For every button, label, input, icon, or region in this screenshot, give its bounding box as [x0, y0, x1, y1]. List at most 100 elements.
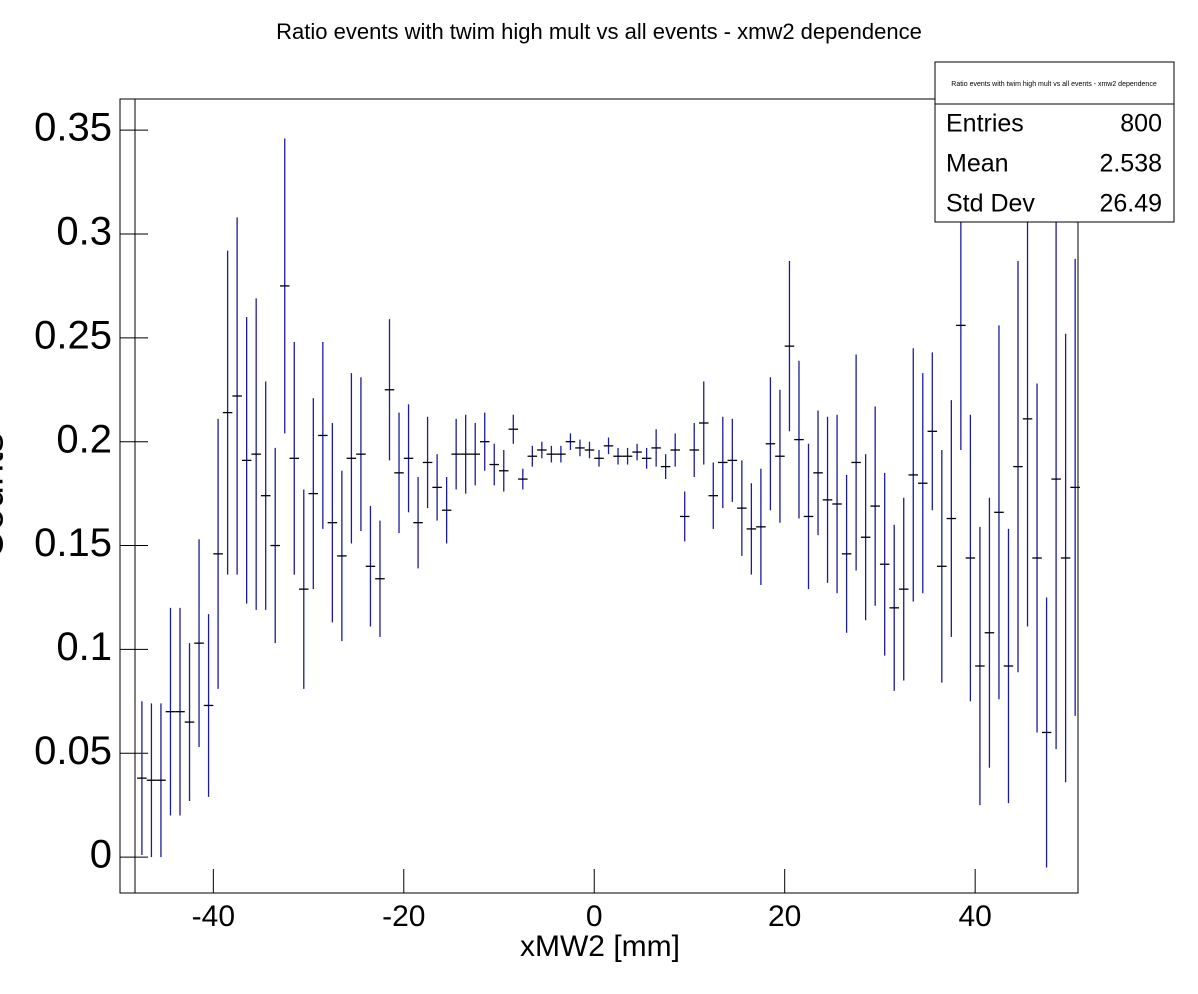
error-point — [822, 416, 833, 583]
error-point — [546, 445, 557, 463]
error-point — [213, 418, 223, 689]
error-point — [270, 447, 280, 644]
stats-label: Entries — [946, 110, 1024, 138]
error-point — [165, 607, 176, 816]
error-point — [984, 497, 995, 768]
plot-frame — [119, 98, 1079, 894]
error-point — [365, 506, 376, 627]
error-point — [318, 341, 328, 529]
y-tick-label: 0.1 — [56, 625, 112, 669]
error-point — [375, 520, 385, 637]
y-tick-label: 0.2 — [56, 417, 112, 461]
chart-title: Ratio events with twim high mult vs all … — [276, 19, 922, 44]
error-point — [641, 447, 652, 469]
error-point — [1060, 333, 1071, 783]
error-point — [499, 449, 509, 492]
error-point — [594, 449, 604, 467]
error-point — [575, 439, 585, 457]
error-point — [756, 468, 766, 585]
error-point — [670, 433, 680, 467]
error-point — [879, 472, 890, 656]
stats-label: Mean — [946, 150, 1009, 178]
error-point — [146, 703, 157, 858]
stats-title: Ratio events with twim high mult vs all … — [951, 81, 1157, 88]
error-point — [1013, 260, 1023, 673]
error-point — [565, 433, 576, 450]
error-point — [898, 497, 909, 681]
error-point — [489, 443, 500, 486]
y-tick-label: 0.35 — [34, 106, 112, 150]
error-point — [184, 643, 195, 801]
error-point — [222, 250, 233, 575]
stats-label: Std Dev — [946, 190, 1035, 218]
error-point — [918, 373, 928, 594]
error-point — [308, 398, 319, 590]
error-point — [260, 381, 271, 610]
error-point — [356, 377, 366, 531]
error-point — [946, 400, 957, 637]
error-point — [1041, 597, 1052, 868]
error-point — [479, 412, 490, 471]
error-point — [432, 454, 442, 521]
error-point — [527, 445, 538, 467]
error-point — [337, 470, 347, 642]
error-point — [137, 701, 147, 855]
y-tick-label: 0.3 — [56, 210, 112, 254]
error-point — [470, 422, 480, 486]
error-point — [175, 607, 185, 816]
stats-value: 800 — [1120, 110, 1162, 138]
error-point — [451, 418, 461, 490]
error-point — [460, 414, 471, 494]
x-tick-label: 20 — [768, 900, 801, 933]
error-point — [603, 437, 614, 455]
error-point — [508, 414, 519, 444]
error-point — [384, 319, 395, 461]
error-point — [327, 422, 338, 623]
error-point — [441, 476, 452, 544]
error-point — [413, 476, 423, 569]
error-point — [746, 483, 757, 575]
stats-value: 26.49 — [1099, 190, 1162, 218]
error-point — [232, 217, 242, 575]
error-point — [584, 441, 595, 459]
error-point — [289, 341, 300, 575]
error-point — [965, 414, 976, 702]
error-point — [422, 416, 433, 509]
error-point — [841, 474, 852, 633]
stats-box: Ratio events with twim high mult vs all … — [934, 61, 1175, 223]
error-point — [394, 412, 404, 534]
error-point — [870, 406, 880, 606]
error-point — [765, 377, 776, 511]
error-point — [660, 454, 671, 480]
x-tick-label: 0 — [586, 900, 603, 933]
y-tick-label: 0.25 — [34, 313, 112, 357]
error-point — [1003, 528, 1014, 804]
error-point — [1070, 258, 1080, 716]
error-point — [556, 445, 566, 463]
error-point — [241, 317, 252, 604]
error-point — [718, 416, 728, 509]
error-point — [975, 526, 985, 806]
error-point — [251, 298, 261, 610]
error-point — [632, 443, 642, 461]
error-point — [860, 454, 871, 621]
error-point — [203, 614, 214, 797]
error-point — [832, 414, 842, 594]
error-point — [727, 418, 738, 502]
error-point — [737, 460, 747, 556]
y-tick-label: 0.15 — [34, 521, 112, 565]
error-point — [1051, 209, 1061, 750]
x-axis-label: xMW2 [mm] — [520, 930, 680, 963]
error-point — [1022, 211, 1033, 627]
error-point — [794, 360, 804, 519]
error-point — [156, 703, 166, 858]
error-point — [784, 260, 795, 432]
error-point — [537, 441, 547, 459]
error-point — [1032, 383, 1042, 733]
error-point — [279, 138, 290, 434]
x-tick-label: 40 — [958, 900, 991, 933]
x-tick-label: -20 — [382, 900, 425, 933]
error-point — [813, 410, 823, 536]
error-point — [708, 462, 719, 529]
